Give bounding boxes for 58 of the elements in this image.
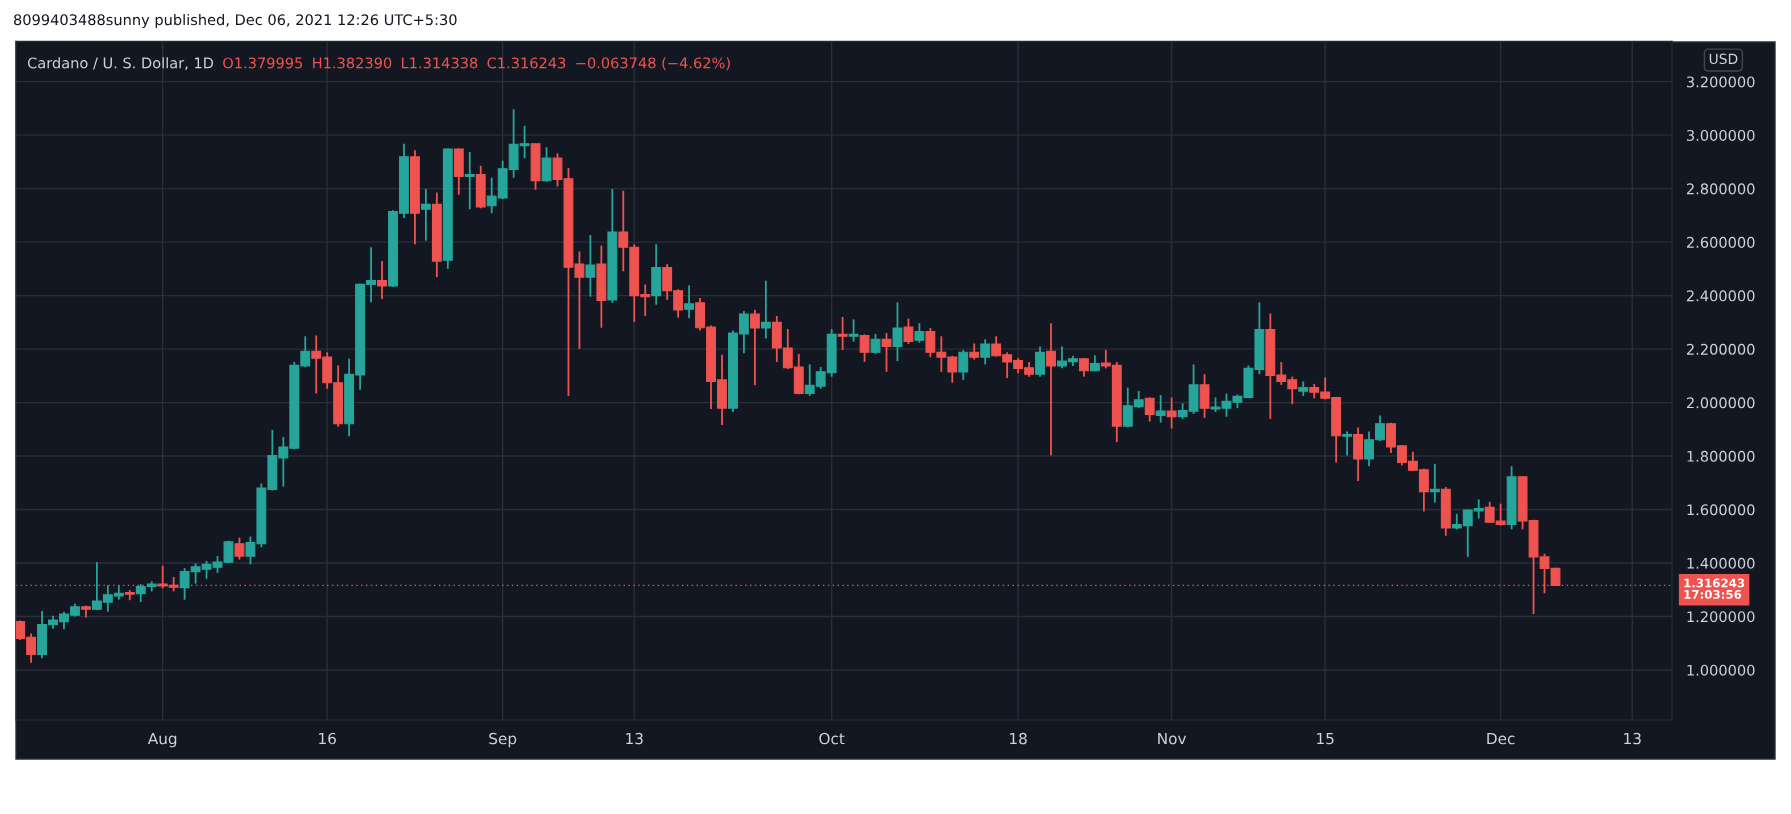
- x-tick-label: Dec: [1487, 732, 1515, 745]
- candlestick: [903, 317, 914, 345]
- candlestick: [1078, 357, 1089, 378]
- y-axis-title: USD: [1709, 53, 1738, 65]
- annotation: L1.314338: [402, 57, 478, 69]
- x-tick-label: 13: [1624, 732, 1641, 745]
- y-tick-label: 3.000000: [1687, 129, 1755, 141]
- candlestick: [541, 146, 552, 183]
- y-tick-label: 1.200000: [1687, 611, 1755, 623]
- x-tick-label: Nov: [1158, 732, 1187, 745]
- candlestick: [837, 316, 848, 351]
- annotation: C1.316243: [487, 57, 566, 69]
- y-tick-label: 2.000000: [1686, 397, 1755, 409]
- candlestick: [1035, 345, 1045, 378]
- candlestick: [585, 234, 596, 298]
- candlestick: [234, 536, 245, 561]
- x-tick-label: 16: [319, 732, 336, 745]
- y-tick-label: 1.800000: [1687, 450, 1755, 462]
- candlestick: [881, 332, 892, 373]
- candlestick: [749, 308, 760, 387]
- annotation: −0.063748 (−4.62%): [576, 57, 730, 71]
- x-tick-label: Sep: [489, 732, 517, 748]
- y-tick-label: 1.600000: [1687, 504, 1755, 516]
- chart-subtitle: 8099403488sunny published, Dec 06, 2021 12:26 UTC+5:30: [13, 13, 457, 29]
- candlestick: [914, 322, 925, 344]
- y-tick-label: 1.400000: [1687, 557, 1755, 569]
- ref-line-label: 1.316243 17:03:56: [1684, 578, 1745, 599]
- candlestick: [464, 151, 475, 211]
- candlestick: [760, 279, 771, 340]
- y-tick-label: 1.000000: [1687, 664, 1755, 676]
- candlestick: [980, 338, 991, 366]
- candlestick: [848, 318, 859, 343]
- candlestick: [1046, 322, 1056, 457]
- candlestick: [859, 333, 870, 363]
- text: Cardano / U. S. Dollar, 1D: [27, 57, 214, 70]
- candlestick: [892, 301, 903, 363]
- x-tick-label: 13: [626, 732, 643, 745]
- candlestick: [1155, 394, 1166, 424]
- candlestick: [1166, 396, 1177, 430]
- y-tick-label: 2.600000: [1686, 236, 1755, 248]
- annotation: H1.382390: [313, 57, 392, 69]
- candlestick: [420, 188, 431, 242]
- candlestick: [1144, 396, 1155, 423]
- candlestick: [684, 284, 695, 320]
- y-tick-label: 2.400000: [1686, 290, 1755, 302]
- x-tick-label: Oct: [819, 732, 845, 745]
- candlestick: [870, 332, 881, 355]
- x-tick-label: Aug: [147, 732, 177, 748]
- x-tick-label: 15: [1317, 732, 1334, 745]
- x-tick-label: 18: [1010, 732, 1027, 745]
- candlestick: [377, 260, 387, 300]
- candlestick: [1342, 430, 1353, 457]
- candlestick: [1199, 373, 1210, 419]
- annotation: O1.379995: [223, 57, 303, 69]
- y-tick-label: 2.200000: [1686, 343, 1755, 355]
- candlestick: [958, 348, 969, 381]
- y-tick-label: 2.800000: [1686, 183, 1755, 195]
- y-tick-label: 3.200000: [1687, 76, 1755, 88]
